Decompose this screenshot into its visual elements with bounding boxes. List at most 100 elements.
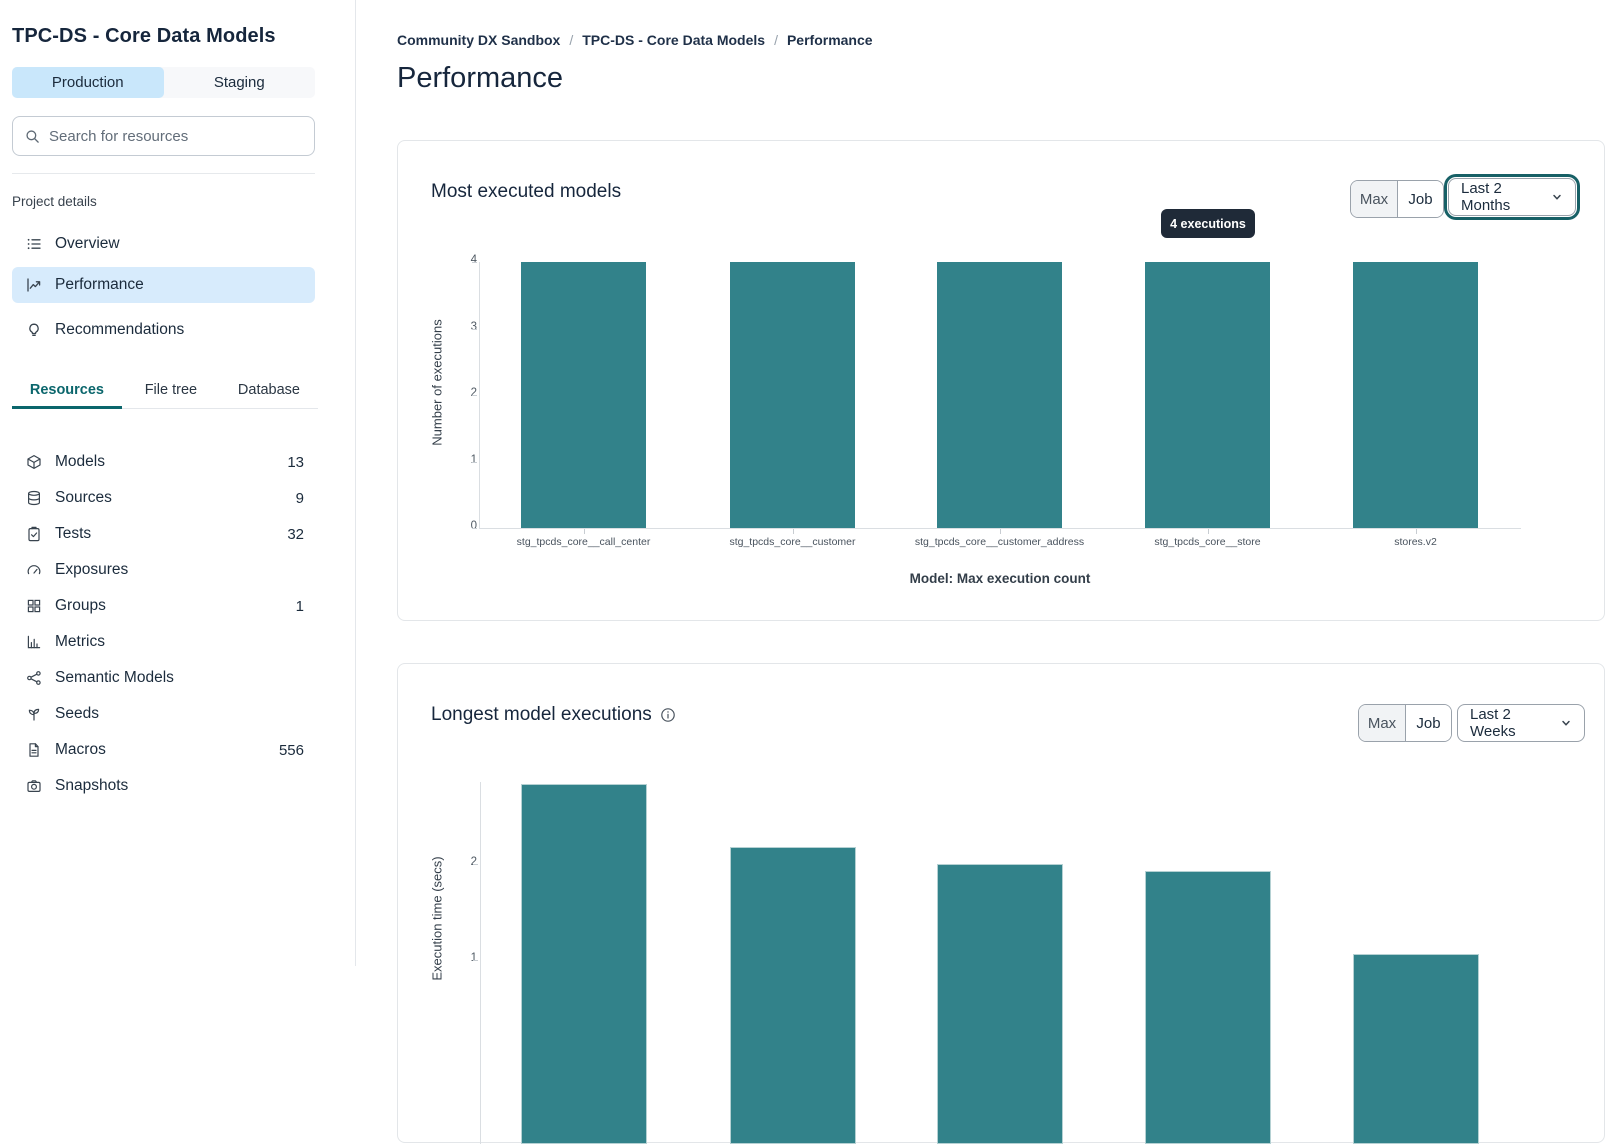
resource-label: Groups	[55, 597, 106, 615]
sidebar-divider	[12, 173, 315, 174]
resource-count: 9	[296, 490, 304, 507]
x-tick-mark	[1000, 529, 1001, 534]
longest-model-executions-card: Longest model executions Max Job Last 2 …	[397, 663, 1605, 1143]
resource-row-semantic-models[interactable]: Semantic Models	[12, 660, 304, 696]
resource-label: Semantic Models	[55, 669, 174, 687]
bar-stores.v2[interactable]	[1353, 262, 1478, 527]
chart-title: Longest model executions	[431, 704, 652, 726]
list-icon	[26, 236, 42, 252]
y-axis-line	[480, 782, 481, 1144]
sidebar-item-label: Performance	[55, 276, 144, 294]
y-tick-mark	[472, 462, 477, 463]
tab-production[interactable]: Production	[12, 67, 164, 98]
max-toggle-button[interactable]: Max	[1351, 181, 1397, 217]
sprout-icon	[26, 706, 42, 722]
y-axis-line	[479, 262, 480, 527]
sidebar-item-performance[interactable]: Performance	[12, 267, 315, 303]
breadcrumb-link-account[interactable]: Community DX Sandbox	[397, 32, 560, 48]
breadcrumb-current: Performance	[787, 32, 873, 48]
info-icon[interactable]	[660, 707, 676, 723]
time-range-select[interactable]: Last 2 Weeks	[1457, 704, 1585, 742]
resource-label: Macros	[55, 741, 106, 759]
project-title: TPC-DS - Core Data Models	[12, 25, 276, 48]
nodes-icon	[26, 670, 42, 686]
cube-icon	[26, 454, 42, 470]
job-toggle-button[interactable]: Job	[1405, 705, 1451, 741]
line-chart-icon	[26, 277, 42, 293]
sidebar-item-overview[interactable]: Overview	[12, 227, 315, 261]
resource-row-snapshots[interactable]: Snapshots	[12, 768, 304, 804]
breadcrumb-separator: /	[774, 32, 778, 48]
resource-count: 13	[287, 454, 304, 471]
bar-2[interactable]	[937, 864, 1063, 1144]
breadcrumb-separator: /	[569, 32, 573, 48]
x-category-label: stg_tpcds_core__store	[1098, 536, 1318, 548]
tab-file-tree[interactable]: File tree	[122, 382, 220, 408]
job-toggle-button[interactable]: Job	[1397, 181, 1443, 217]
view-toggle-group: Max Job	[1358, 704, 1452, 742]
bar-stg_tpcds_core__customer[interactable]	[730, 262, 855, 527]
bar-3[interactable]	[1145, 871, 1271, 1144]
x-category-label: stores.v2	[1306, 536, 1526, 548]
max-toggle-button[interactable]: Max	[1359, 705, 1405, 741]
y-tick-label: 1	[447, 454, 477, 466]
tab-resources[interactable]: Resources	[12, 382, 122, 408]
y-tick-mark	[472, 262, 477, 263]
chart-title: Most executed models	[431, 181, 621, 203]
breadcrumb-link-project[interactable]: TPC-DS - Core Data Models	[582, 32, 765, 48]
chevron-down-icon	[1560, 717, 1572, 729]
main-content: Community DX Sandbox / TPC-DS - Core Dat…	[356, 0, 1621, 966]
bar-hover-tooltip: 4 executions	[1161, 209, 1255, 238]
y-tick-mark	[472, 395, 477, 396]
gauge-icon	[26, 562, 42, 578]
y-tick-label: 1	[447, 952, 477, 964]
bar-stg_tpcds_core__call_center[interactable]	[521, 262, 646, 527]
resource-count: 1	[296, 598, 304, 615]
resource-label: Exposures	[55, 561, 128, 579]
resource-row-metrics[interactable]: Metrics	[12, 624, 304, 660]
x-category-label: stg_tpcds_core__customer_address	[890, 536, 1110, 548]
resource-row-exposures[interactable]: Exposures	[12, 552, 304, 588]
tab-database[interactable]: Database	[220, 382, 318, 408]
resource-count: 556	[279, 742, 304, 759]
y-tick-mark	[472, 329, 477, 330]
resource-row-groups[interactable]: Groups 1	[12, 588, 304, 624]
bar-stg_tpcds_core__store[interactable]	[1145, 262, 1270, 527]
y-axis-label: Execution time (secs)	[430, 834, 445, 1004]
resource-label: Metrics	[55, 633, 105, 651]
x-category-label: stg_tpcds_core__customer	[683, 536, 903, 548]
clipboard-check-icon	[26, 526, 42, 542]
grid-icon	[26, 598, 42, 614]
page-title: Performance	[397, 62, 563, 95]
x-tick-mark	[1208, 529, 1209, 534]
y-tick-mark	[473, 864, 478, 865]
resource-row-sources[interactable]: Sources 9	[12, 480, 304, 516]
breadcrumb: Community DX Sandbox / TPC-DS - Core Dat…	[397, 32, 873, 48]
resource-search	[12, 116, 315, 156]
lightbulb-icon	[26, 322, 42, 338]
view-toggle-group: Max Job	[1350, 180, 1444, 218]
time-range-value: Last 2 Months	[1461, 180, 1551, 214]
time-range-select[interactable]: Last 2 Months	[1448, 178, 1576, 216]
bar-4[interactable]	[1353, 954, 1479, 1144]
tab-staging[interactable]: Staging	[164, 67, 316, 98]
resource-row-macros[interactable]: Macros 556	[12, 732, 304, 768]
resource-row-seeds[interactable]: Seeds	[12, 696, 304, 732]
resource-row-tests[interactable]: Tests 32	[12, 516, 304, 552]
resource-row-models[interactable]: Models 13	[12, 444, 304, 480]
resource-label: Sources	[55, 489, 112, 507]
sidebar-item-recommendations[interactable]: Recommendations	[12, 313, 315, 347]
bar-stg_tpcds_core__customer_address[interactable]	[937, 262, 1062, 527]
bar-0[interactable]	[521, 784, 647, 1144]
resource-label: Models	[55, 453, 105, 471]
chevron-down-icon	[1551, 191, 1563, 203]
bar-1[interactable]	[730, 847, 856, 1144]
resource-view-tabs: Resources File tree Database	[12, 382, 318, 409]
y-tick-label: 2	[447, 856, 477, 868]
y-tick-label: 4	[447, 254, 477, 266]
y-tick-mark	[472, 528, 477, 529]
search-input[interactable]	[49, 128, 302, 145]
search-icon	[25, 129, 40, 144]
x-category-label: stg_tpcds_core__call_center	[474, 536, 694, 548]
sidebar-item-label: Overview	[55, 235, 120, 253]
